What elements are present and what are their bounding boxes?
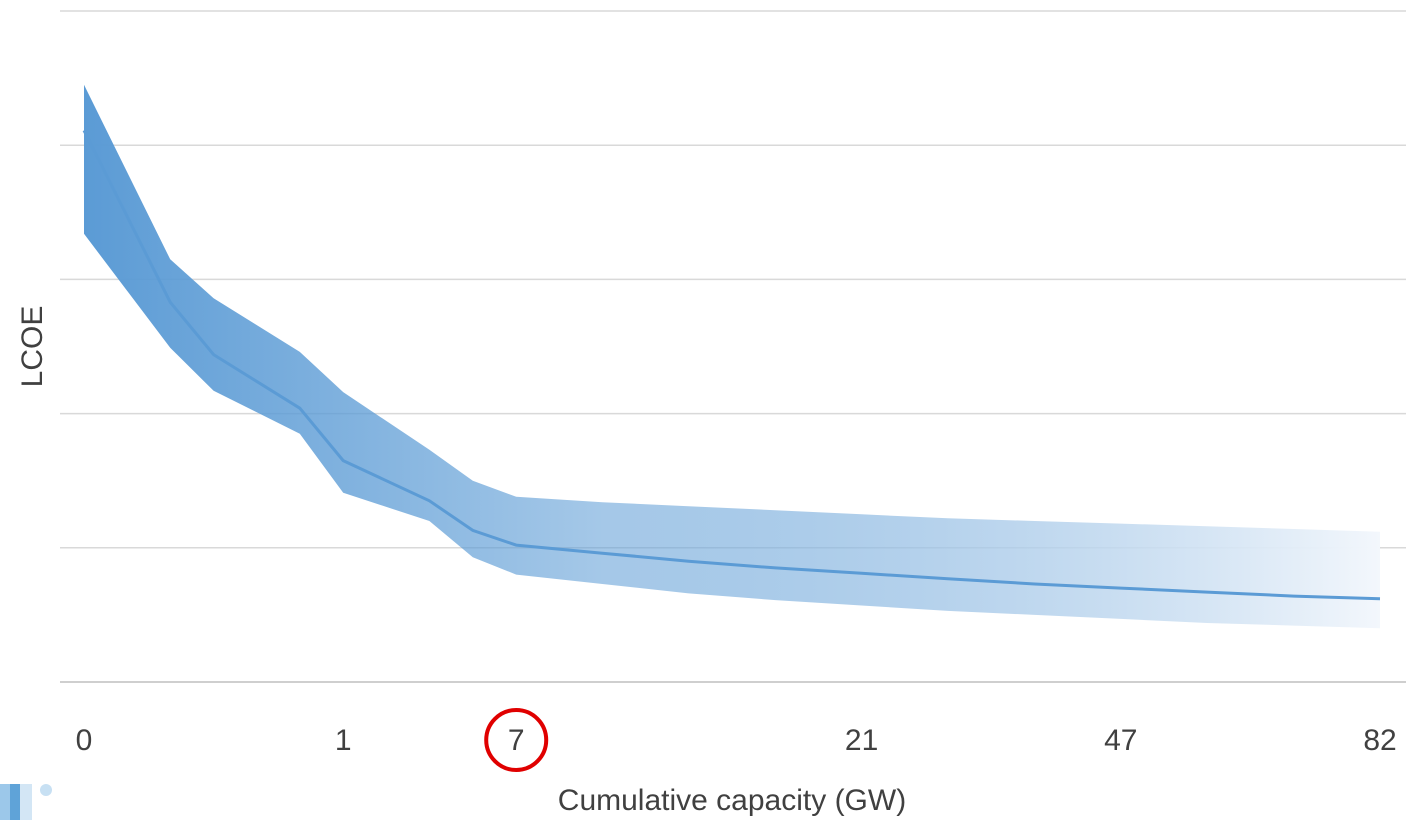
x-tick-label: 7 <box>508 724 525 757</box>
y-axis-title: LCOE <box>16 306 49 388</box>
x-tick-label: 1 <box>335 724 352 757</box>
x-tick-label: 0 <box>76 724 93 757</box>
x-tick-label: 21 <box>845 724 878 757</box>
x-tick-label: 82 <box>1363 724 1396 757</box>
logo-mark <box>0 784 52 820</box>
x-axis-title: Cumulative capacity (GW) <box>558 784 906 817</box>
uncertainty-band-area <box>84 84 1380 629</box>
central-estimate-line <box>82 129 1381 601</box>
central-line <box>82 129 1381 601</box>
x-tick-labels: 0 1 7 21 47 82 <box>76 708 1397 772</box>
x-tick-label: 47 <box>1104 724 1137 757</box>
uncertainty-band <box>84 84 1380 629</box>
highlight-circle <box>484 708 549 772</box>
